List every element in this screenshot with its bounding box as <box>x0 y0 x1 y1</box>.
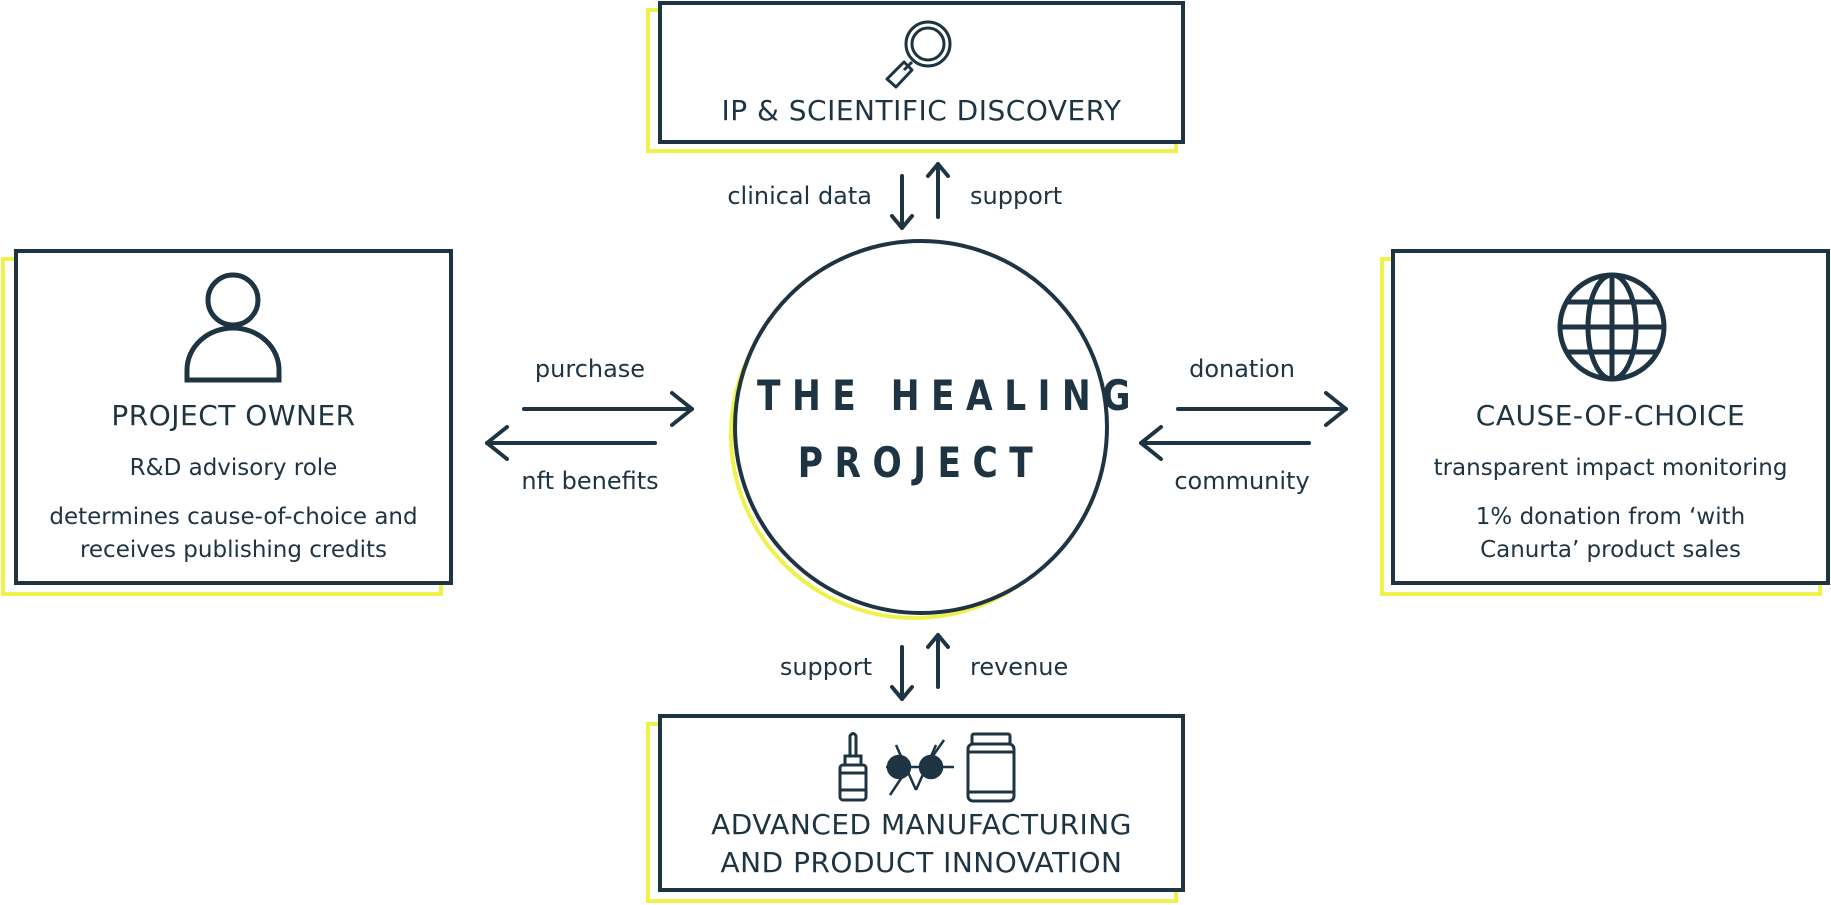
left-right-arrow-label: purchase <box>534 355 646 383</box>
bottom-box-title-line1: ADVANCED MANUFACTURING <box>711 808 1132 841</box>
left-right-arrow <box>522 391 694 427</box>
left-left-arrow <box>485 425 657 461</box>
bottom-box <box>658 714 1185 892</box>
right-box-line3: Canurta’ product sales <box>1480 537 1741 563</box>
top-up-arrow <box>926 162 950 219</box>
left-left-arrow-label: nft benefits <box>521 467 659 495</box>
left-box <box>14 249 453 585</box>
top-down-arrow <box>890 174 914 230</box>
center-title-line2: PROJECT <box>797 438 1045 488</box>
dropper-bottle-icon <box>838 732 868 802</box>
left-box-line2: determines cause-of-choice and <box>49 504 418 530</box>
left-box-title: PROJECT OWNER <box>111 399 356 432</box>
bottom-down-arrow <box>890 645 914 701</box>
right-box-line1: transparent impact monitoring <box>1433 455 1788 481</box>
jar-icon <box>966 732 1016 803</box>
bottom-down-arrow-label: support <box>779 653 872 681</box>
left-box-line1: R&D advisory role <box>129 455 338 481</box>
right-box-title: CAUSE-OF-CHOICE <box>1475 399 1746 432</box>
magnifying-glass-icon <box>885 20 952 89</box>
center-title: THE HEALING PROJECT <box>757 362 1142 496</box>
bottom-box-title-line2: AND PRODUCT INNOVATION <box>720 846 1123 879</box>
right-left-arrow-label: community <box>1174 467 1310 495</box>
top-box-title: IP & SCIENTIFIC DISCOVERY <box>721 94 1122 127</box>
globe-icon <box>1557 272 1667 382</box>
right-right-arrow-label: donation <box>1189 355 1295 383</box>
top-down-arrow-label: clinical data <box>727 182 872 210</box>
right-right-arrow <box>1176 391 1348 427</box>
left-box-line3: receives publishing credits <box>79 537 388 563</box>
bottom-up-arrow-label: revenue <box>970 653 1069 681</box>
right-left-arrow <box>1139 425 1311 461</box>
bottom-up-arrow <box>926 633 950 689</box>
center-title-line1: THE HEALING <box>757 371 1142 420</box>
top-box <box>658 1 1185 144</box>
molecule-icon <box>886 739 954 796</box>
center-circle <box>733 239 1109 615</box>
right-box-line2: 1% donation from ‘with <box>1475 504 1746 530</box>
top-up-arrow-label: support <box>970 182 1063 210</box>
person-icon <box>184 272 282 383</box>
